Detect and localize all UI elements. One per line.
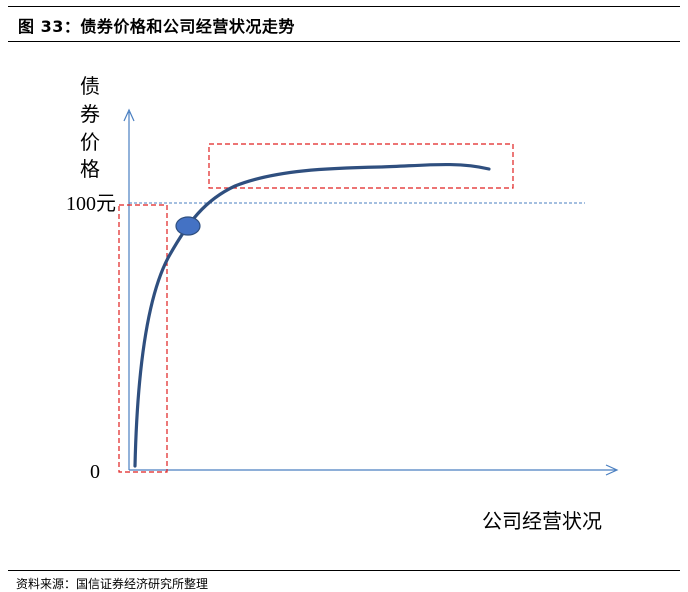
figure-header: 图 33：债券价格和公司经营状况走势 [8,6,680,42]
x-axis-arrow-icon [605,464,619,476]
y-axis-label-char: 价 [80,130,100,154]
y-axis-label-char: 券 [80,102,100,126]
y-axis-label-char: 格 [80,157,100,181]
y-axis-arrow-icon [123,108,135,122]
low-region-highlight-box [118,204,168,473]
source-note: 资料来源：国信证券经济研究所整理 [16,577,209,591]
high-region-highlight-box [208,143,514,189]
curve-marker-point [175,216,201,236]
x-axis-label: 公司经营状况 [482,509,602,533]
y-tick-label-0: 0 [90,461,100,483]
bond-price-curve [133,162,491,468]
y-tick-label-100: 100元 [66,193,116,215]
y-axis-label-char: 债 [80,74,100,98]
figure-footer: 资料来源：国信证券经济研究所整理 [8,570,680,592]
figure-title: 图 33：债券价格和公司经营状况走势 [18,17,295,36]
